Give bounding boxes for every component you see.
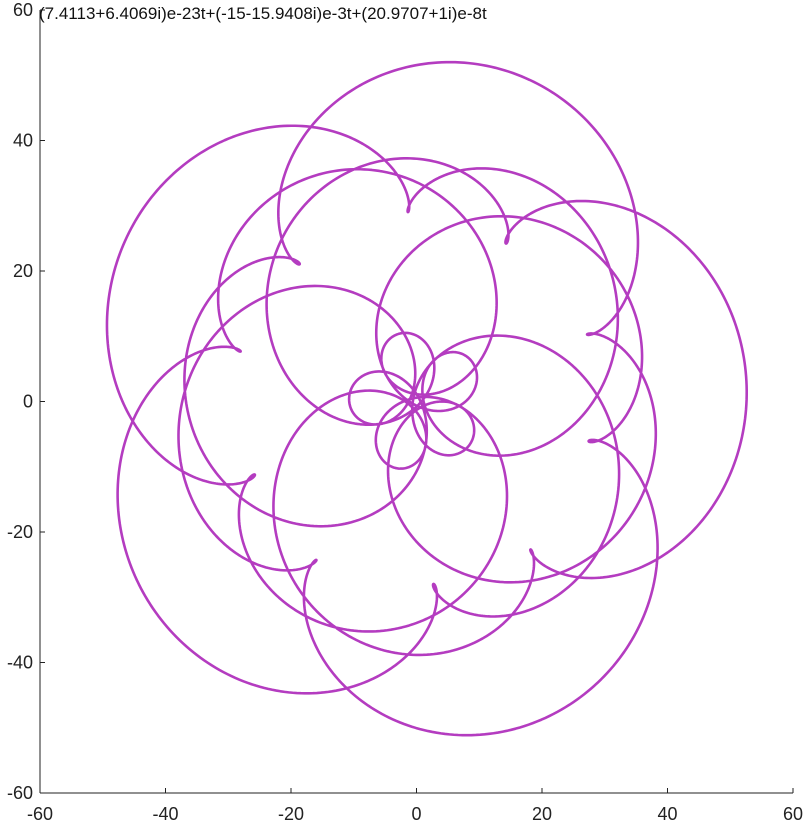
x-tick-label: -20 (278, 804, 304, 823)
axes (39, 10, 793, 794)
x-tick-label: 40 (657, 804, 677, 823)
y-tick-label: 20 (13, 261, 33, 281)
series-curve (105, 60, 748, 737)
y-tick-label: 60 (13, 0, 33, 20)
y-tick-label: 0 (23, 392, 33, 412)
chart-title: (7.4113+6.4069i)e-23t+(-15-15.9408i)e-3t… (39, 4, 487, 23)
x-tick-label: -40 (152, 804, 178, 823)
x-axis-ticks: -60 -40 -20 0 20 40 60 (27, 788, 803, 823)
x-tick-label: -60 (27, 804, 53, 823)
y-axis-ticks: -60 -40 -20 0 20 40 60 (7, 0, 45, 803)
y-tick-label: -20 (7, 522, 33, 542)
y-tick-label: 40 (13, 131, 33, 151)
x-tick-label: 0 (411, 804, 421, 823)
y-tick-label: -60 (7, 783, 33, 803)
y-tick-label: -40 (7, 653, 33, 673)
x-tick-label: 20 (532, 804, 552, 823)
x-tick-label: 60 (783, 804, 803, 823)
